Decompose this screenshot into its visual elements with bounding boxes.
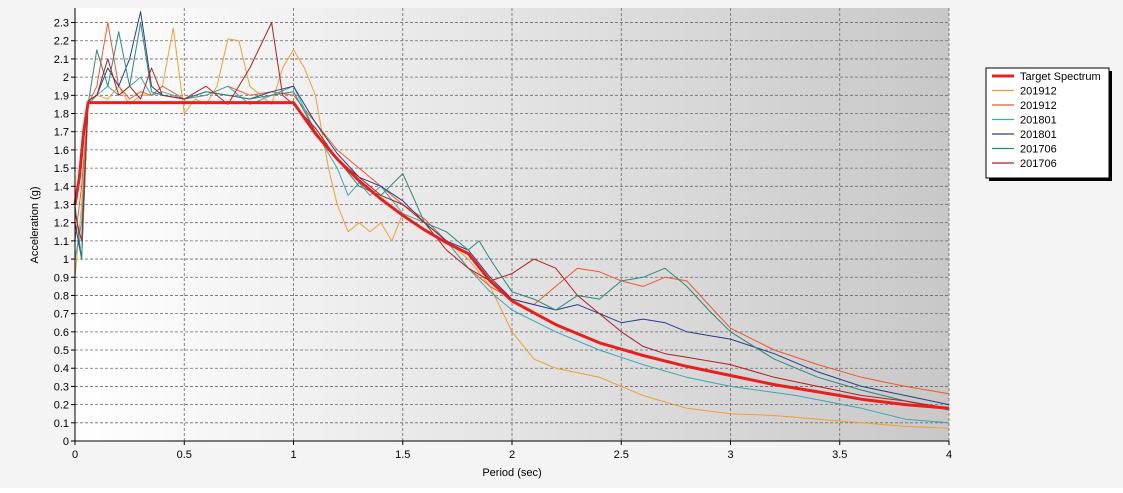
y-tick-label: 0.3 bbox=[54, 381, 69, 393]
y-tick-label: 2.2 bbox=[54, 36, 69, 48]
x-tick-label: 3.5 bbox=[832, 449, 847, 461]
legend-label: 201706 bbox=[1020, 158, 1057, 170]
y-tick-label: 0.5 bbox=[54, 345, 69, 357]
legend-box bbox=[985, 67, 1110, 179]
legend-label: 201912 bbox=[1020, 100, 1057, 112]
series-line-0 bbox=[73, 101, 950, 410]
y-tick-label: 1 bbox=[63, 254, 69, 266]
y-tick-label: 1.9 bbox=[54, 90, 69, 102]
y-tick-label: 1.5 bbox=[54, 163, 69, 175]
x-tick-label: 1.5 bbox=[395, 449, 410, 461]
y-tick-labels: 0 0.1 0.2 0.3 0.4 0.5 0.6 0.7 0.8 0.9 1 1.1 1.2 1.3 1.… bbox=[54, 18, 75, 448]
legend-label: 201801 bbox=[1020, 129, 1057, 141]
x-tick-label: 4 bbox=[946, 449, 952, 461]
y-tick-label: 0.2 bbox=[54, 400, 69, 412]
legend-label: 201706 bbox=[1020, 144, 1057, 156]
x-axis-label: Period (sec) bbox=[482, 467, 541, 479]
x-tick-label: 0 bbox=[72, 449, 78, 461]
y-tick-label: 1.4 bbox=[54, 181, 69, 193]
y-tick-label: 2.3 bbox=[54, 18, 69, 30]
y-tick-label: 0.9 bbox=[54, 272, 69, 284]
x-tick-label: 3 bbox=[727, 449, 733, 461]
y-tick-label: 0.1 bbox=[54, 418, 69, 430]
y-axis-label: Acceleration (g) bbox=[29, 186, 41, 263]
x-tick-label: 2.5 bbox=[614, 449, 629, 461]
y-tick-label: 1.6 bbox=[54, 145, 69, 157]
legend-label: 201912 bbox=[1020, 86, 1057, 98]
series-line-6 bbox=[74, 22, 950, 409]
series-line-4 bbox=[74, 11, 950, 406]
y-tick-label: 2.1 bbox=[54, 54, 69, 66]
legend: Target Spectrum 201912 201912 201801 201801 2… bbox=[985, 67, 1112, 181]
y-tick-label: 0.7 bbox=[54, 309, 69, 321]
legend-label: Target Spectrum bbox=[1020, 71, 1101, 83]
y-tick-label: 2 bbox=[63, 72, 69, 84]
y-tick-label: 0.8 bbox=[54, 290, 69, 302]
series-lines bbox=[73, 11, 950, 429]
legend-label: 201801 bbox=[1020, 115, 1057, 127]
y-tick-label: 1.2 bbox=[54, 218, 69, 230]
x-tick-label: 0.5 bbox=[177, 449, 192, 461]
x-tick-labels: 0 0.5 1 1.5 2 2.5 3 3.5 4 bbox=[72, 441, 952, 461]
y-tick-label: 0.4 bbox=[54, 363, 69, 375]
y-tick-label: 0.6 bbox=[54, 327, 69, 339]
x-tick-label: 2 bbox=[509, 449, 515, 461]
y-tick-label: 1.7 bbox=[54, 127, 69, 139]
x-tick-label: 1 bbox=[290, 449, 296, 461]
grid bbox=[75, 8, 950, 441]
y-tick-label: 1.8 bbox=[54, 109, 69, 121]
y-tick-label: 1.3 bbox=[54, 199, 69, 211]
y-tick-label: 1.1 bbox=[54, 236, 69, 248]
y-tick-label: 0 bbox=[63, 436, 69, 448]
series-line-5 bbox=[74, 22, 950, 411]
